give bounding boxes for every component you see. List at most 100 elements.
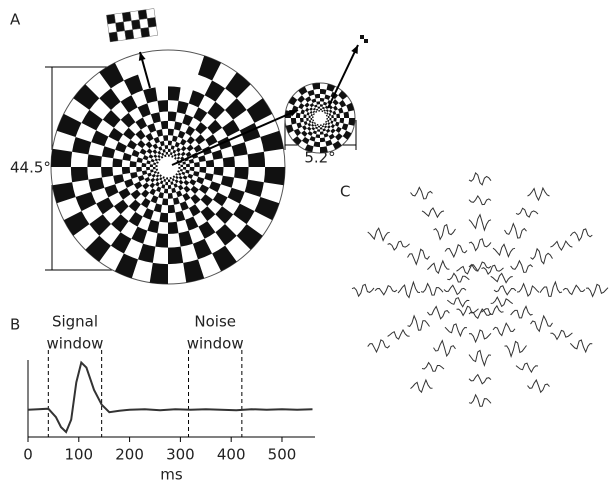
checker-patch	[364, 39, 368, 43]
checker-patch	[130, 11, 139, 21]
response-trace	[408, 316, 430, 330]
checker-patch	[180, 165, 183, 167]
response-trace	[469, 262, 491, 271]
response-trace	[411, 187, 433, 199]
response-trace	[368, 340, 390, 352]
checker-patch	[109, 32, 118, 42]
checker-patch	[360, 39, 364, 43]
x-axis-label: ms	[160, 466, 183, 484]
checker-patch	[139, 19, 148, 29]
response-trace	[469, 350, 491, 365]
response-trace	[375, 286, 397, 295]
checker-patch	[168, 141, 172, 146]
window-label: window	[187, 335, 244, 353]
response-trace	[445, 324, 467, 336]
x-tick-label: 100	[64, 446, 93, 464]
checker-patch	[147, 17, 156, 27]
checker-patch	[168, 205, 175, 213]
response-trace	[482, 265, 504, 274]
checker-patch	[320, 124, 322, 126]
response-trace	[444, 285, 466, 294]
checker-patch	[364, 35, 368, 39]
checker-patch	[122, 12, 131, 22]
checker-patch	[146, 167, 150, 170]
checker-patch	[320, 131, 324, 134]
checker-patch	[117, 31, 126, 41]
checker-patch	[149, 26, 158, 36]
checker-patch	[316, 101, 320, 104]
checker-patch	[312, 116, 314, 118]
checker-patch	[318, 107, 321, 109]
response-trace	[494, 286, 516, 295]
checker-patch	[165, 182, 168, 185]
response-trace	[469, 375, 491, 384]
checker-patch	[166, 152, 168, 155]
response-trace	[469, 395, 491, 407]
checker-patch	[158, 100, 169, 112]
checker-patch	[168, 247, 183, 265]
response-trace	[352, 284, 374, 296]
checker-patch	[122, 167, 130, 174]
checker-patch	[296, 113, 301, 118]
response-trace	[457, 265, 479, 274]
response-trace	[531, 316, 553, 331]
checker-patch	[138, 10, 147, 20]
checker-patch	[328, 116, 330, 118]
checker-patch	[348, 118, 355, 126]
response-trace	[550, 241, 572, 250]
waveform	[28, 363, 313, 433]
checker-patch	[168, 129, 174, 136]
checker-patch	[309, 116, 311, 119]
response-trace	[427, 261, 449, 273]
response-trace	[493, 323, 515, 335]
response-trace	[434, 341, 456, 356]
checker-patch	[326, 118, 328, 120]
response-trace	[447, 298, 469, 307]
checker-patch	[113, 158, 123, 167]
page: A B C 44.5° 5.2° 0100200300400500msSigna…	[0, 0, 616, 487]
checker-patch	[333, 118, 336, 122]
response-trace	[540, 282, 562, 296]
checker-patch	[146, 9, 155, 19]
checker-patch	[87, 154, 102, 167]
response-trace	[398, 282, 420, 297]
response-trace	[469, 309, 491, 318]
window-label: window	[47, 335, 104, 353]
checker-patch	[150, 164, 153, 167]
figure: A B C 44.5° 5.2° 0100200300400500msSigna…	[0, 0, 616, 487]
window-label: Noise	[194, 313, 236, 331]
checker-patch	[133, 29, 142, 39]
panel-label: B	[10, 316, 20, 334]
checker-patch	[320, 127, 323, 129]
response-trace	[517, 284, 539, 296]
response-trace	[570, 229, 592, 241]
checker-patch	[318, 110, 320, 112]
checker-patch	[214, 167, 224, 176]
response-trace	[421, 284, 443, 296]
checker-patch	[320, 98, 325, 102]
checker-patch	[315, 94, 320, 99]
response-trace	[368, 228, 390, 240]
response-trace	[491, 297, 513, 306]
checker-patch	[124, 21, 133, 31]
checker-patch	[318, 126, 320, 128]
x-tick-label: 500	[268, 446, 297, 464]
checker-patch	[114, 13, 123, 23]
response-trace	[469, 330, 491, 342]
response-trace	[469, 196, 491, 205]
response-trace	[516, 208, 538, 217]
window-label: Signal	[52, 313, 98, 331]
response-trace	[422, 363, 444, 372]
checker-patch	[101, 167, 113, 178]
x-tick-label: 200	[115, 446, 144, 464]
response-trace	[388, 241, 410, 250]
response-trace	[469, 239, 491, 251]
checker-patch	[168, 112, 177, 122]
response-trace	[493, 244, 515, 256]
checker-patch	[183, 167, 186, 170]
checker-patch	[340, 118, 345, 123]
checker-patch	[71, 167, 89, 182]
response-trace	[491, 273, 513, 282]
checker-patch	[168, 179, 170, 182]
checker-patch	[150, 263, 168, 284]
